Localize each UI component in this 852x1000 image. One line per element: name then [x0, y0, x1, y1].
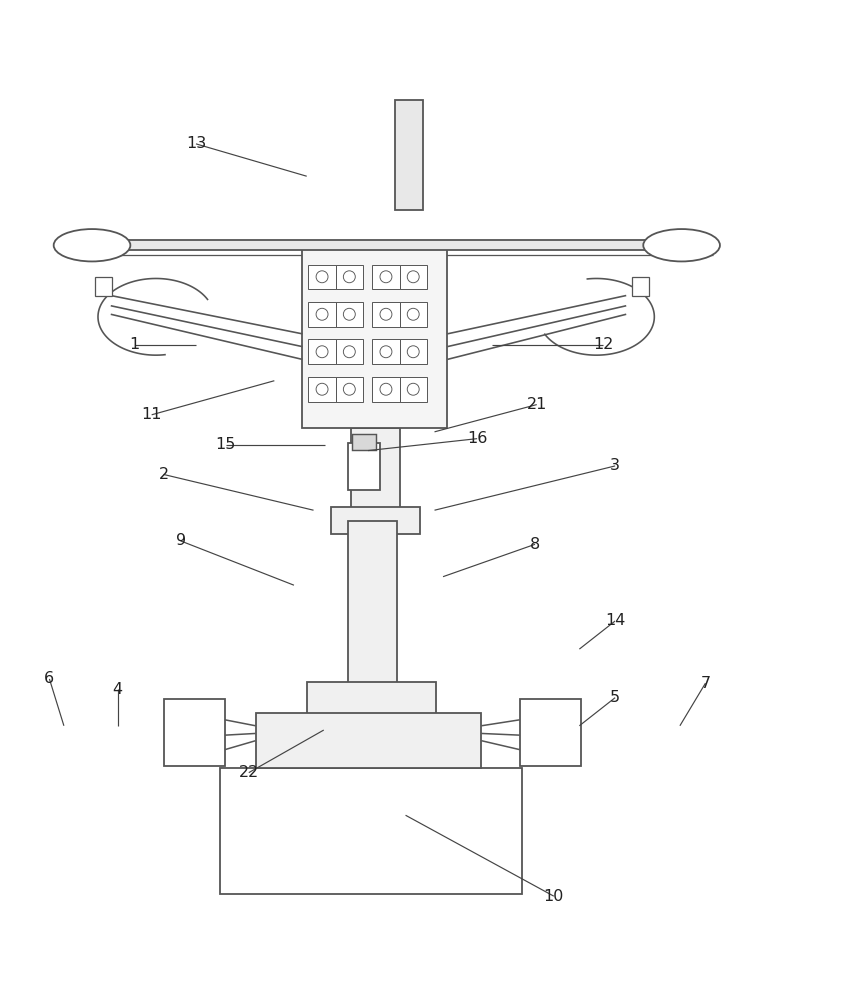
Bar [64, 240, 713, 250]
Text: 2: 2 [158, 467, 169, 482]
Bar [400, 265, 427, 289]
Text: 16: 16 [467, 431, 487, 446]
Ellipse shape [643, 229, 720, 261]
Bar [220, 768, 522, 894]
Bar [336, 377, 363, 402]
Bar [308, 302, 336, 327]
Bar [331, 507, 420, 534]
Text: 3: 3 [610, 458, 620, 473]
Text: 9: 9 [176, 533, 186, 548]
Bar [307, 682, 436, 715]
Bar [164, 699, 225, 766]
Bar [308, 265, 336, 289]
Bar [256, 713, 481, 768]
Text: 6: 6 [44, 671, 55, 686]
Text: 14: 14 [605, 613, 625, 628]
Text: 11: 11 [141, 407, 162, 422]
Bar [400, 302, 427, 327]
Bar [348, 521, 397, 687]
Bar [351, 428, 400, 509]
Text: 1: 1 [130, 337, 140, 352]
Bar [352, 434, 376, 450]
Bar [302, 244, 447, 428]
Bar [520, 699, 581, 766]
Text: 15: 15 [216, 437, 236, 452]
Ellipse shape [54, 229, 130, 261]
Bar [372, 339, 400, 364]
Bar [632, 277, 649, 296]
Bar [348, 443, 380, 490]
Text: 21: 21 [527, 397, 547, 412]
Bar [308, 339, 336, 364]
Text: 13: 13 [186, 136, 206, 151]
Bar [400, 377, 427, 402]
Text: 4: 4 [112, 682, 123, 697]
Bar [372, 377, 400, 402]
Text: 22: 22 [239, 765, 259, 780]
Bar [395, 100, 423, 210]
Text: 10: 10 [544, 889, 564, 904]
Text: 8: 8 [530, 537, 540, 552]
Bar [336, 265, 363, 289]
Text: 5: 5 [610, 690, 620, 705]
Bar [372, 265, 400, 289]
Bar [400, 339, 427, 364]
Bar [336, 339, 363, 364]
Text: 12: 12 [593, 337, 613, 352]
Text: 7: 7 [700, 676, 711, 691]
Bar [95, 277, 112, 296]
Bar [336, 302, 363, 327]
Bar [372, 302, 400, 327]
Bar [308, 377, 336, 402]
